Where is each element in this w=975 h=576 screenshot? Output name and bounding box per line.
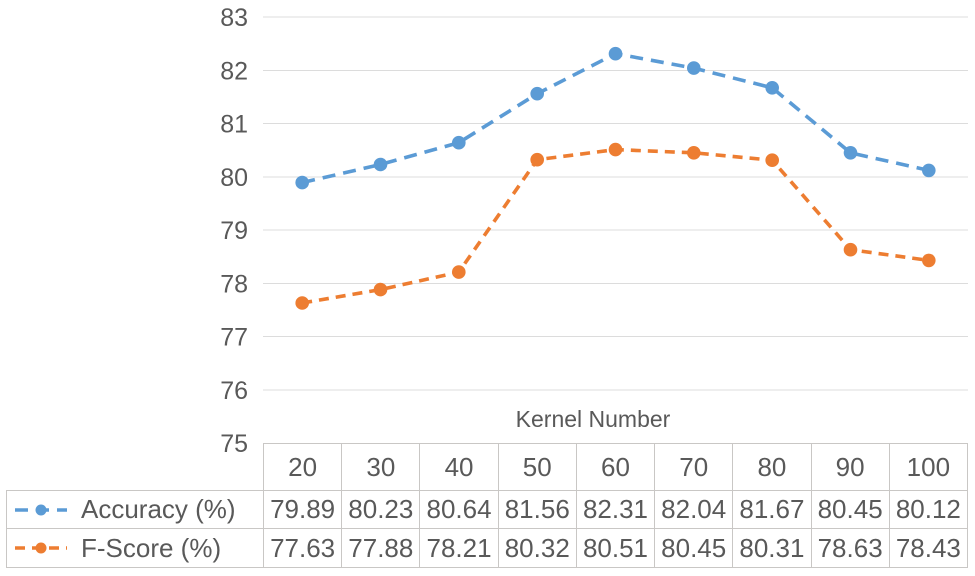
value-cell-accuracy-60: 82.31 <box>575 490 656 529</box>
value-cell-f-score-30: 77.88 <box>341 528 421 568</box>
data-point-f-score-30 <box>373 282 388 297</box>
value-cell-f-score-50: 80.32 <box>497 528 577 568</box>
kernel-number-header-cell: 30 <box>341 443 421 491</box>
series-line-f-score <box>301 147 930 305</box>
y-axis-tick-label: 80 <box>220 164 248 192</box>
data-point-accuracy-70 <box>687 61 701 75</box>
value-cell-accuracy-20: 79.89 <box>262 490 343 529</box>
data-point-f-score-40 <box>452 265 466 279</box>
legend-marker-icon <box>15 504 67 515</box>
data-point-f-score-50 <box>530 152 544 167</box>
legend-dot <box>35 542 47 554</box>
kernel-number-header-cell: 90 <box>810 443 890 491</box>
y-axis-tick-label: 78 <box>220 270 248 298</box>
kernel-number-header-cell: 100 <box>888 443 969 491</box>
series-name: Accuracy (%) <box>81 494 236 524</box>
value-cell-f-score-20: 77.63 <box>262 528 343 568</box>
y-axis-tick-label: 79 <box>220 217 248 245</box>
kernel-number-header-cell: 80 <box>732 443 812 491</box>
legend-cell-accuracy: Accuracy (%) <box>6 490 264 529</box>
value-cell-f-score-70: 80.45 <box>654 528 734 568</box>
value-cell-accuracy-80: 81.67 <box>732 490 812 529</box>
x-axis-title: Kernel Number <box>515 406 671 432</box>
chart-data-table: 20 30 40 50 60 70 80 90 100 Accuracy (%) 79.89 80.2… <box>6 443 969 568</box>
data-point-accuracy-100 <box>922 163 936 178</box>
data-point-accuracy-60 <box>608 46 623 61</box>
table-row-accuracy: Accuracy (%) 79.89 80.23 80.64 81.56 82.31 82.… <box>6 490 969 529</box>
data-point-f-score-100 <box>922 253 936 268</box>
legend-key-f-score: F-Score (%) <box>14 533 263 564</box>
value-cell-f-score-80: 80.31 <box>732 528 812 568</box>
data-point-accuracy-30 <box>373 157 388 172</box>
legend-key-accuracy: Accuracy (%) <box>14 494 263 525</box>
data-point-accuracy-40 <box>452 135 466 150</box>
data-point-f-score-60 <box>608 142 623 157</box>
data-point-accuracy-90 <box>843 146 858 160</box>
value-cell-accuracy-30: 80.23 <box>341 490 421 529</box>
table-row-f-score: F-Score (%) 77.63 77.88 78.21 80.32 80.51 80.4… <box>6 528 969 568</box>
value-cell-accuracy-90: 80.45 <box>810 490 890 529</box>
y-axis-tick-label: 77 <box>220 324 248 352</box>
data-point-f-score-90 <box>843 242 858 257</box>
data-point-accuracy-80 <box>765 81 779 95</box>
kernel-number-header-cell: 60 <box>575 443 656 491</box>
y-axis-tick-label: 82 <box>220 57 248 85</box>
legend-cell-f-score: F-Score (%) <box>6 528 264 568</box>
y-axis-tick-label: 75 <box>220 430 248 458</box>
value-cell-f-score-90: 78.63 <box>810 528 890 568</box>
value-cell-accuracy-40: 80.64 <box>419 490 499 529</box>
legend-dot <box>35 504 47 515</box>
series-line-accuracy <box>301 51 930 185</box>
y-axis-tick-label: 81 <box>220 111 248 139</box>
value-cell-accuracy-50: 81.56 <box>497 490 577 529</box>
series-name: F-Score (%) <box>81 532 222 563</box>
value-cell-f-score-100: 78.43 <box>888 528 969 568</box>
data-point-f-score-80 <box>765 153 779 167</box>
y-axis-tick-label: 76 <box>220 377 248 405</box>
value-cell-accuracy-70: 82.04 <box>654 490 734 529</box>
kernel-number-header-cell: 20 <box>262 443 343 491</box>
legend-marker-icon <box>15 542 67 554</box>
value-cell-f-score-60: 80.51 <box>575 528 656 568</box>
data-point-f-score-70 <box>687 146 701 160</box>
data-point-accuracy-50 <box>530 86 544 101</box>
data-point-accuracy-20 <box>295 175 310 190</box>
data-point-f-score-20 <box>295 296 310 310</box>
y-axis-tick-label: 83 <box>220 4 248 32</box>
kernel-number-header-cell: 40 <box>419 443 499 491</box>
kernel-number-header-cell: 70 <box>654 443 734 491</box>
value-cell-accuracy-100: 80.12 <box>888 490 969 529</box>
value-cell-f-score-40: 78.21 <box>419 528 499 568</box>
kernel-number-header-cell: 50 <box>497 443 577 491</box>
table-corner-blank <box>7 444 264 491</box>
